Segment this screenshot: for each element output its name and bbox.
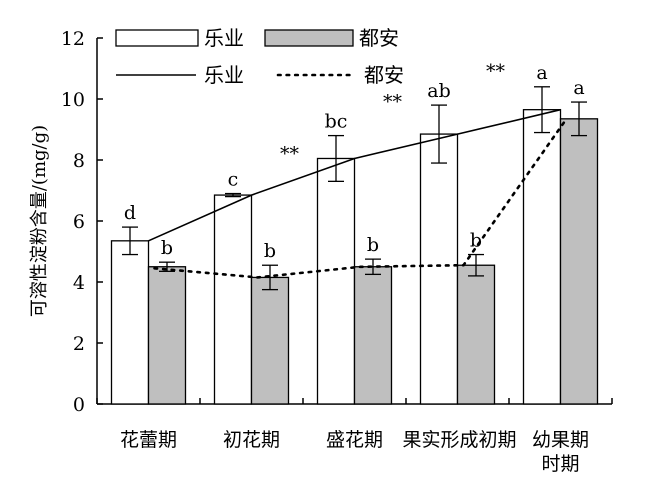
y-tick-label: 10	[61, 89, 85, 111]
bars	[110, 109, 599, 405]
category-label: 盛花期	[326, 429, 383, 451]
y-tick-label: 12	[61, 28, 85, 50]
y-tick-label: 4	[73, 272, 85, 294]
line-series	[153, 117, 568, 279]
line-series	[148, 108, 561, 242]
bar	[419, 133, 459, 405]
category-label: 幼果期	[532, 429, 589, 451]
significance-stars: **	[280, 143, 300, 165]
bar	[110, 240, 150, 405]
y-tick-label: 0	[73, 394, 85, 416]
significance-letter: d	[124, 202, 136, 224]
significance-stars: **	[383, 91, 403, 113]
category-label: 时期	[541, 453, 579, 475]
bar	[456, 264, 496, 405]
bar	[353, 266, 393, 405]
significance-letter: b	[161, 237, 173, 259]
category-label: 花蕾期	[120, 429, 177, 451]
y-tick-label: 8	[73, 150, 85, 172]
category-label: 果实形成初期	[402, 429, 516, 451]
bar	[147, 266, 187, 405]
significance-letter: b	[367, 234, 379, 256]
y-tick-label: 6	[73, 211, 85, 233]
legend-swatch	[115, 29, 199, 47]
trend-lines	[148, 108, 568, 279]
bar	[559, 118, 599, 405]
y-axis-label: 可溶性淀粉含量/(mg/g)	[29, 125, 50, 317]
legend-swatch	[264, 29, 354, 47]
legend-label: 乐业	[204, 26, 244, 50]
legend-label: 都安	[364, 63, 404, 87]
legend-label: 乐业	[204, 63, 244, 87]
significance-letter: c	[228, 169, 239, 191]
category-label: 初花期	[223, 429, 280, 451]
significance-letter: bc	[325, 111, 348, 133]
bar	[250, 276, 290, 405]
legend-label: 都安	[359, 26, 399, 50]
significance-letter: b	[470, 230, 482, 252]
significance-letter: a	[536, 62, 547, 84]
significance-stars: **	[486, 61, 506, 83]
bar	[522, 109, 562, 405]
significance-letter: a	[573, 77, 584, 99]
significance-letter: b	[264, 240, 276, 262]
bar	[316, 157, 356, 405]
y-tick-label: 2	[73, 333, 85, 355]
error-bars	[122, 86, 587, 291]
significance-letter: ab	[427, 80, 451, 102]
bar	[213, 194, 253, 405]
